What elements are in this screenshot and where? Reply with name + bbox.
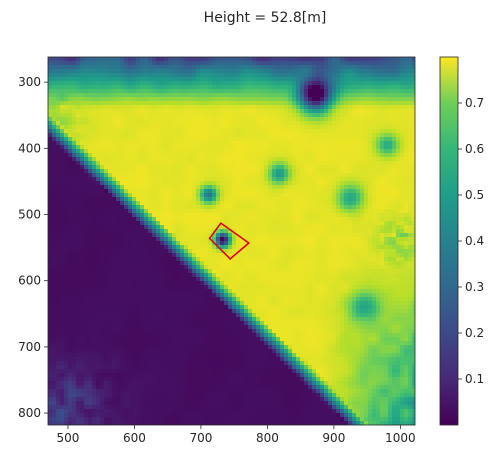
chart-title: Height = 52.8[m]: [204, 10, 327, 26]
x-tick-label: 900: [322, 431, 345, 445]
x-tick-label: 600: [123, 431, 146, 445]
y-tick-label: 800: [18, 406, 41, 420]
colorbar-tick-label: 0.6: [465, 142, 484, 156]
colorbar-gradient: [439, 56, 459, 426]
plot-frame: [47, 56, 416, 426]
y-tick-label: 300: [18, 75, 41, 89]
colorbar-tick-label: 0.3: [465, 280, 484, 294]
y-tick-label: 400: [18, 141, 41, 155]
colorbar-tick-label: 0.5: [465, 188, 484, 202]
x-tick-label: 800: [256, 431, 279, 445]
y-axis: 300 400 500 600 700 800: [18, 75, 48, 420]
colorbar-tick-label: 0.7: [465, 96, 484, 110]
x-axis: 500 600 700 800 900 1000: [56, 425, 416, 445]
x-tick-label: 700: [189, 431, 212, 445]
heatmap-plot: [48, 57, 415, 425]
colorbar: 0.1 0.2 0.3 0.4 0.5 0.6 0.7: [439, 56, 484, 426]
colorbar-ticks: 0.1 0.2 0.3 0.4 0.5 0.6 0.7: [458, 96, 484, 386]
y-tick-label: 700: [18, 340, 41, 354]
x-tick-label: 500: [56, 431, 79, 445]
colorbar-tick-label: 0.1: [465, 372, 484, 386]
y-tick-label: 500: [18, 208, 41, 222]
x-tick-label: 1000: [385, 431, 416, 445]
marker-layer: [208, 221, 251, 260]
red-marker-square: [208, 221, 251, 260]
colorbar-tick-label: 0.2: [465, 326, 484, 340]
heatmap-field: [48, 57, 415, 425]
colorbar-tick-label: 0.4: [465, 234, 484, 248]
y-tick-label: 600: [18, 274, 41, 288]
